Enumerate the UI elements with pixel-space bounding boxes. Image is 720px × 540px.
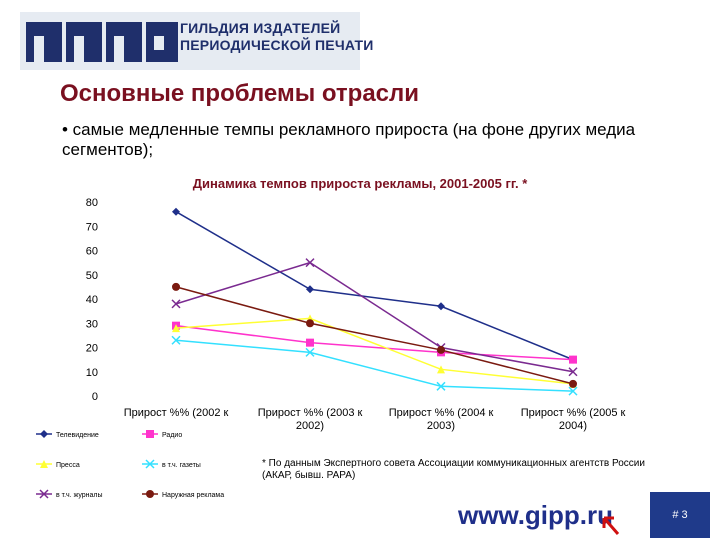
series-line	[175, 324, 574, 361]
y-tick-label: 30	[86, 318, 98, 330]
x-tick-label: 2002)	[296, 420, 324, 432]
data-point	[172, 207, 180, 216]
data-point	[172, 324, 180, 333]
data-point	[437, 302, 445, 311]
data-point	[437, 365, 445, 374]
data-point	[568, 367, 578, 377]
data-point	[306, 319, 314, 328]
data-point	[39, 489, 49, 499]
data-point	[172, 282, 180, 291]
x-tick-label: Прирост %% (2005 к	[521, 407, 626, 419]
legend-label: Пресса	[56, 462, 80, 469]
slide-number: # 3	[650, 492, 710, 538]
data-point	[569, 379, 577, 388]
series-line	[175, 286, 574, 385]
data-point	[437, 345, 445, 354]
cursor-arrow-icon	[602, 516, 620, 535]
legend-label: в т.ч. журналы	[56, 492, 103, 499]
series-line	[175, 211, 574, 361]
x-tick-label: Прирост %% (2003 к	[258, 407, 363, 419]
x-tick-label: Прирост %% (2002 к	[124, 407, 229, 419]
legend-label: Радио	[162, 432, 182, 439]
data-point	[171, 299, 181, 309]
y-tick-label: 20	[86, 343, 98, 355]
legend-label: Телевидение	[56, 432, 99, 439]
data-point	[306, 338, 314, 347]
x-tick-label: 2004)	[559, 420, 587, 432]
y-tick-label: 70	[86, 221, 98, 233]
data-point	[145, 459, 155, 469]
legend-label: Наружная реклама	[162, 492, 224, 499]
chart-title: Динамика темпов прироста рекламы, 2001-2…	[192, 176, 528, 191]
org-name-line2: ПЕРИОДИЧЕСКОЙ ПЕЧАТИ	[180, 37, 374, 53]
data-point	[305, 347, 315, 357]
y-tick-label: 40	[86, 294, 98, 306]
y-tick-label: 60	[86, 246, 98, 258]
chart-footnote: * По данным Экспертного совета Ассоциаци…	[262, 458, 645, 481]
x-tick-label: Прирост %% (2004 к	[389, 407, 494, 419]
x-tick-label: 2003)	[427, 420, 455, 432]
gipp-logo	[20, 12, 360, 70]
data-point	[146, 430, 154, 438]
data-point	[436, 381, 446, 391]
data-point	[306, 285, 314, 294]
series-line	[175, 317, 574, 385]
org-name: ГИЛЬДИЯ ИЗДАТЕЛЕЙ ПЕРИОДИЧЕСКОЙ ПЕЧАТИ	[180, 20, 373, 54]
legend-label: в т.ч. газеты	[162, 462, 201, 469]
data-point	[171, 335, 181, 345]
y-tick-label: 0	[92, 391, 98, 403]
series-line	[175, 261, 574, 373]
website-url[interactable]: www.gipp.ru	[458, 500, 614, 530]
slide-title: Основные проблемы отрасли	[60, 80, 420, 107]
data-point	[40, 460, 48, 468]
series-line	[175, 339, 574, 392]
y-tick-label: 50	[86, 270, 98, 282]
data-point	[568, 386, 578, 396]
data-point	[40, 430, 48, 438]
y-tick-label: 10	[86, 367, 98, 379]
bullet-text: • самые медленные темпы рекламного приро…	[62, 120, 636, 159]
org-name-line1: ГИЛЬДИЯ ИЗДАТЕЛЕЙ	[180, 20, 341, 36]
data-point	[569, 355, 577, 364]
data-point	[305, 258, 315, 268]
data-point	[146, 490, 154, 498]
y-tick-label: 80	[86, 197, 98, 209]
